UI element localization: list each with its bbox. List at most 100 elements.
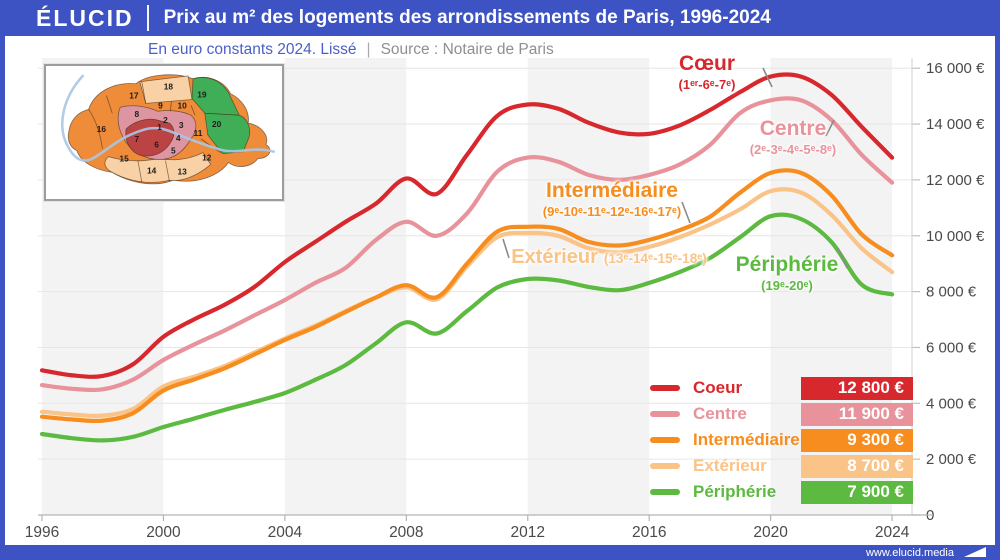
legend-row: Coeur 12 800 € [650,375,913,401]
legend-swatch [650,489,680,495]
legend-row: Périphérie 7 900 € [650,479,913,505]
seine-river [61,74,276,162]
series-label-sub: (19ᵉ-20ᵉ) [761,278,813,294]
series-label-intermediaire: Intermédiaire (9ᵉ-10ᵉ-11ᵉ-12ᵉ-16ᵉ-17ᵉ) [526,179,698,219]
series-curve-intermediaire [39,168,895,424]
legend-row: Centre 11 900 € [650,401,913,427]
arrondissement-number: 18 [164,82,174,92]
elucid-arrow-icon [964,537,991,557]
legend-label: Intermédiaire [693,430,800,449]
elucid-logo: ÉLUCID [36,4,134,31]
series-label-main: Cœur [679,52,735,75]
x-axis-label: 2008 [389,524,423,541]
arrondissement-number: 12 [202,153,212,163]
legend-value-badge: 8 700 € [801,454,913,478]
y-axis-label: 12 000 € [926,172,985,189]
subtitle-separator: | [366,41,371,58]
x-axis-label: 2024 [875,524,910,541]
series-label-centre: Centre (2ᵉ-3ᵉ-4ᵉ-5ᵉ-8ᵉ) [733,117,853,158]
y-axis-label: 16 000 € [926,60,985,77]
series-curves [39,72,895,443]
arrondissement-number: 6 [154,140,159,150]
arrondissement-number: 16 [97,124,107,134]
page-title: Prix au m² des logements des arrondissem… [163,7,771,28]
paris-arrondissements-map: 1 2 3 4 5 6 7 8 9 10 11 12 13 14 15 16 17 18 19 20 [43,63,285,202]
callout-line [681,201,691,224]
arrondissement-number: 2 [163,115,168,125]
callout-line [825,119,835,137]
legend-swatch [650,463,680,469]
subtitle-row: En euro constants 2024. Lissé | Source :… [148,38,554,62]
x-axis-label: 2020 [753,524,788,541]
arrondissement-number: 15 [119,154,129,164]
legend-value-badge: 7 900 € [801,480,913,504]
arrondissement-number: 8 [135,109,140,119]
axes-and-ticks: 02 000 €4 000 €6 000 €8 000 €10 000 €12 … [25,58,985,541]
legend-label: Centre [693,404,747,423]
legend-row: Extérieur 8 700 € [650,453,913,479]
legend-label: Coeur [693,378,743,397]
map-region-20 [204,112,251,155]
arrondissement-number: 14 [147,165,157,175]
series-label-sub: (1ᵉʳ-6ᵉ-7ᵉ) [678,77,736,93]
legend-value-badge: 12 800 € [801,376,913,400]
arrondissement-number: 20 [212,119,222,129]
legend-value-badge: 9 300 € [801,428,913,452]
arrondissement-number: 7 [135,134,140,144]
label-callout-lines [502,67,848,269]
arrondissement-number: 9 [158,100,163,110]
website-url: www.elucid.media [865,546,954,559]
series-curve-centre [39,96,895,393]
series-label-main: Extérieur [511,246,598,268]
legend-swatch [650,411,680,417]
x-axis-label: 2012 [511,524,545,541]
legend-label: Extérieur [693,456,767,475]
y-axis-label: 14 000 € [926,116,985,133]
legend-label: Périphérie [693,482,777,501]
arrondissement-number: 5 [171,146,176,156]
header-divider [146,5,149,31]
legend: Coeur 12 800 € Centre 11 900 € Intermédiaire… [650,375,913,505]
map-region-18 [139,75,193,104]
legend-value-badge: 11 900 € [801,402,913,426]
x-axis-label: 1996 [25,524,59,541]
series-label-exterieur: Extérieur (13ᵉ-14ᵉ-15ᵉ-18ᵉ) [494,247,724,268]
arrondissement-number: 1 [157,122,162,132]
background-band [284,58,407,515]
series-label-coeur: Cœur (1ᵉʳ-6ᵉ-7ᵉ) [652,52,762,93]
arrondissement-number: 4 [176,133,181,143]
arrondissement-number: 11 [194,128,203,138]
series-curve-peripherie [39,212,895,443]
x-axis-label: 2000 [146,524,181,541]
y-axis-label: 8 000 € [926,284,977,301]
series-label-sub: (2ᵉ-3ᵉ-4ᵉ-5ᵉ-8ᵉ) [749,142,837,158]
series-label-main: Intermédiaire [546,179,678,202]
x-axis-label: 2016 [632,524,666,541]
arrondissement-number: 13 [178,166,188,176]
arrondissement-number: 19 [197,90,207,100]
arrondissement-number: 17 [129,90,139,100]
series-curve-coeur [39,72,895,379]
y-axis-label: 4 000 € [926,395,977,412]
legend-swatch [650,385,680,391]
callout-line [502,238,510,259]
header-bar: ÉLUCID Prix au m² des logements des arro… [0,0,1000,36]
methodology-note: En euro constants 2024. Lissé [148,41,357,58]
legend-row: Intermédiaire 9 300 € [650,427,913,453]
y-axis-label: 10 000 € [926,228,985,245]
source-note: Source : Notaire de Paris [380,41,554,58]
arrondissement-number: 10 [178,100,188,110]
left-border-stripe [0,0,5,560]
map-internal-borders [88,81,221,183]
series-label-peripherie: Périphérie (19ᵉ-20ᵉ) [720,253,854,294]
callout-line [837,247,848,269]
right-border-stripe [995,0,1000,560]
footer-bar: www.elucid.media [0,537,1000,560]
series-label-main: Centre [759,117,827,140]
y-axis-label: 6 000 € [926,339,977,356]
y-axis-label: 2 000 € [926,451,977,468]
callout-line [762,67,773,88]
